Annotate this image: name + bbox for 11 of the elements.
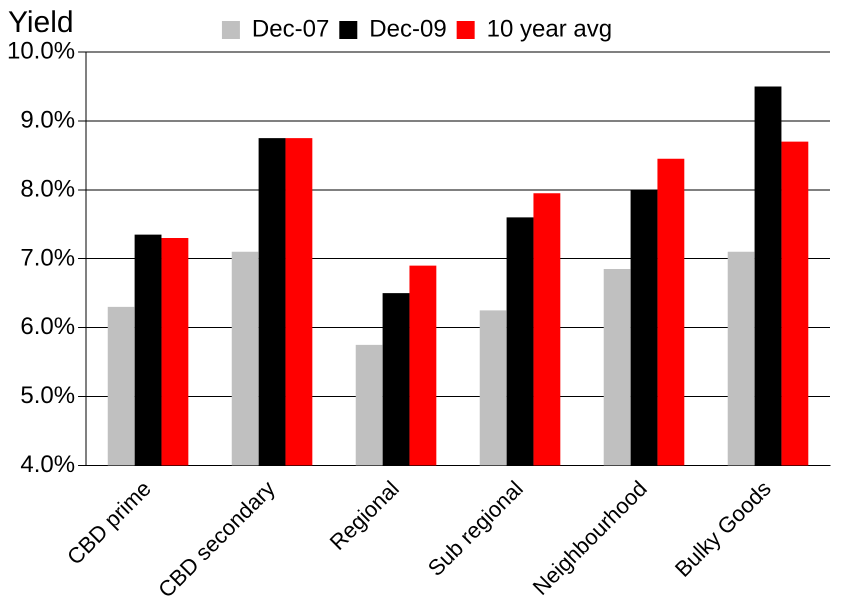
legend-label: Dec-09 [369, 16, 447, 43]
legend-label: Dec-07 [252, 16, 330, 43]
y-tick-label: 5.0% [20, 382, 76, 410]
y-tick-label: 8.0% [20, 175, 76, 202]
y-axis-title: Yield [8, 6, 74, 40]
y-tick-label: 9.0% [20, 106, 76, 134]
y-tick-label: 4.0% [20, 451, 76, 478]
y-tick-label: 7.0% [20, 244, 76, 272]
y-tick-label: 10.0% [6, 38, 76, 65]
y-tick-label: 6.0% [20, 313, 76, 340]
legend-label: 10 year avg [486, 16, 612, 43]
